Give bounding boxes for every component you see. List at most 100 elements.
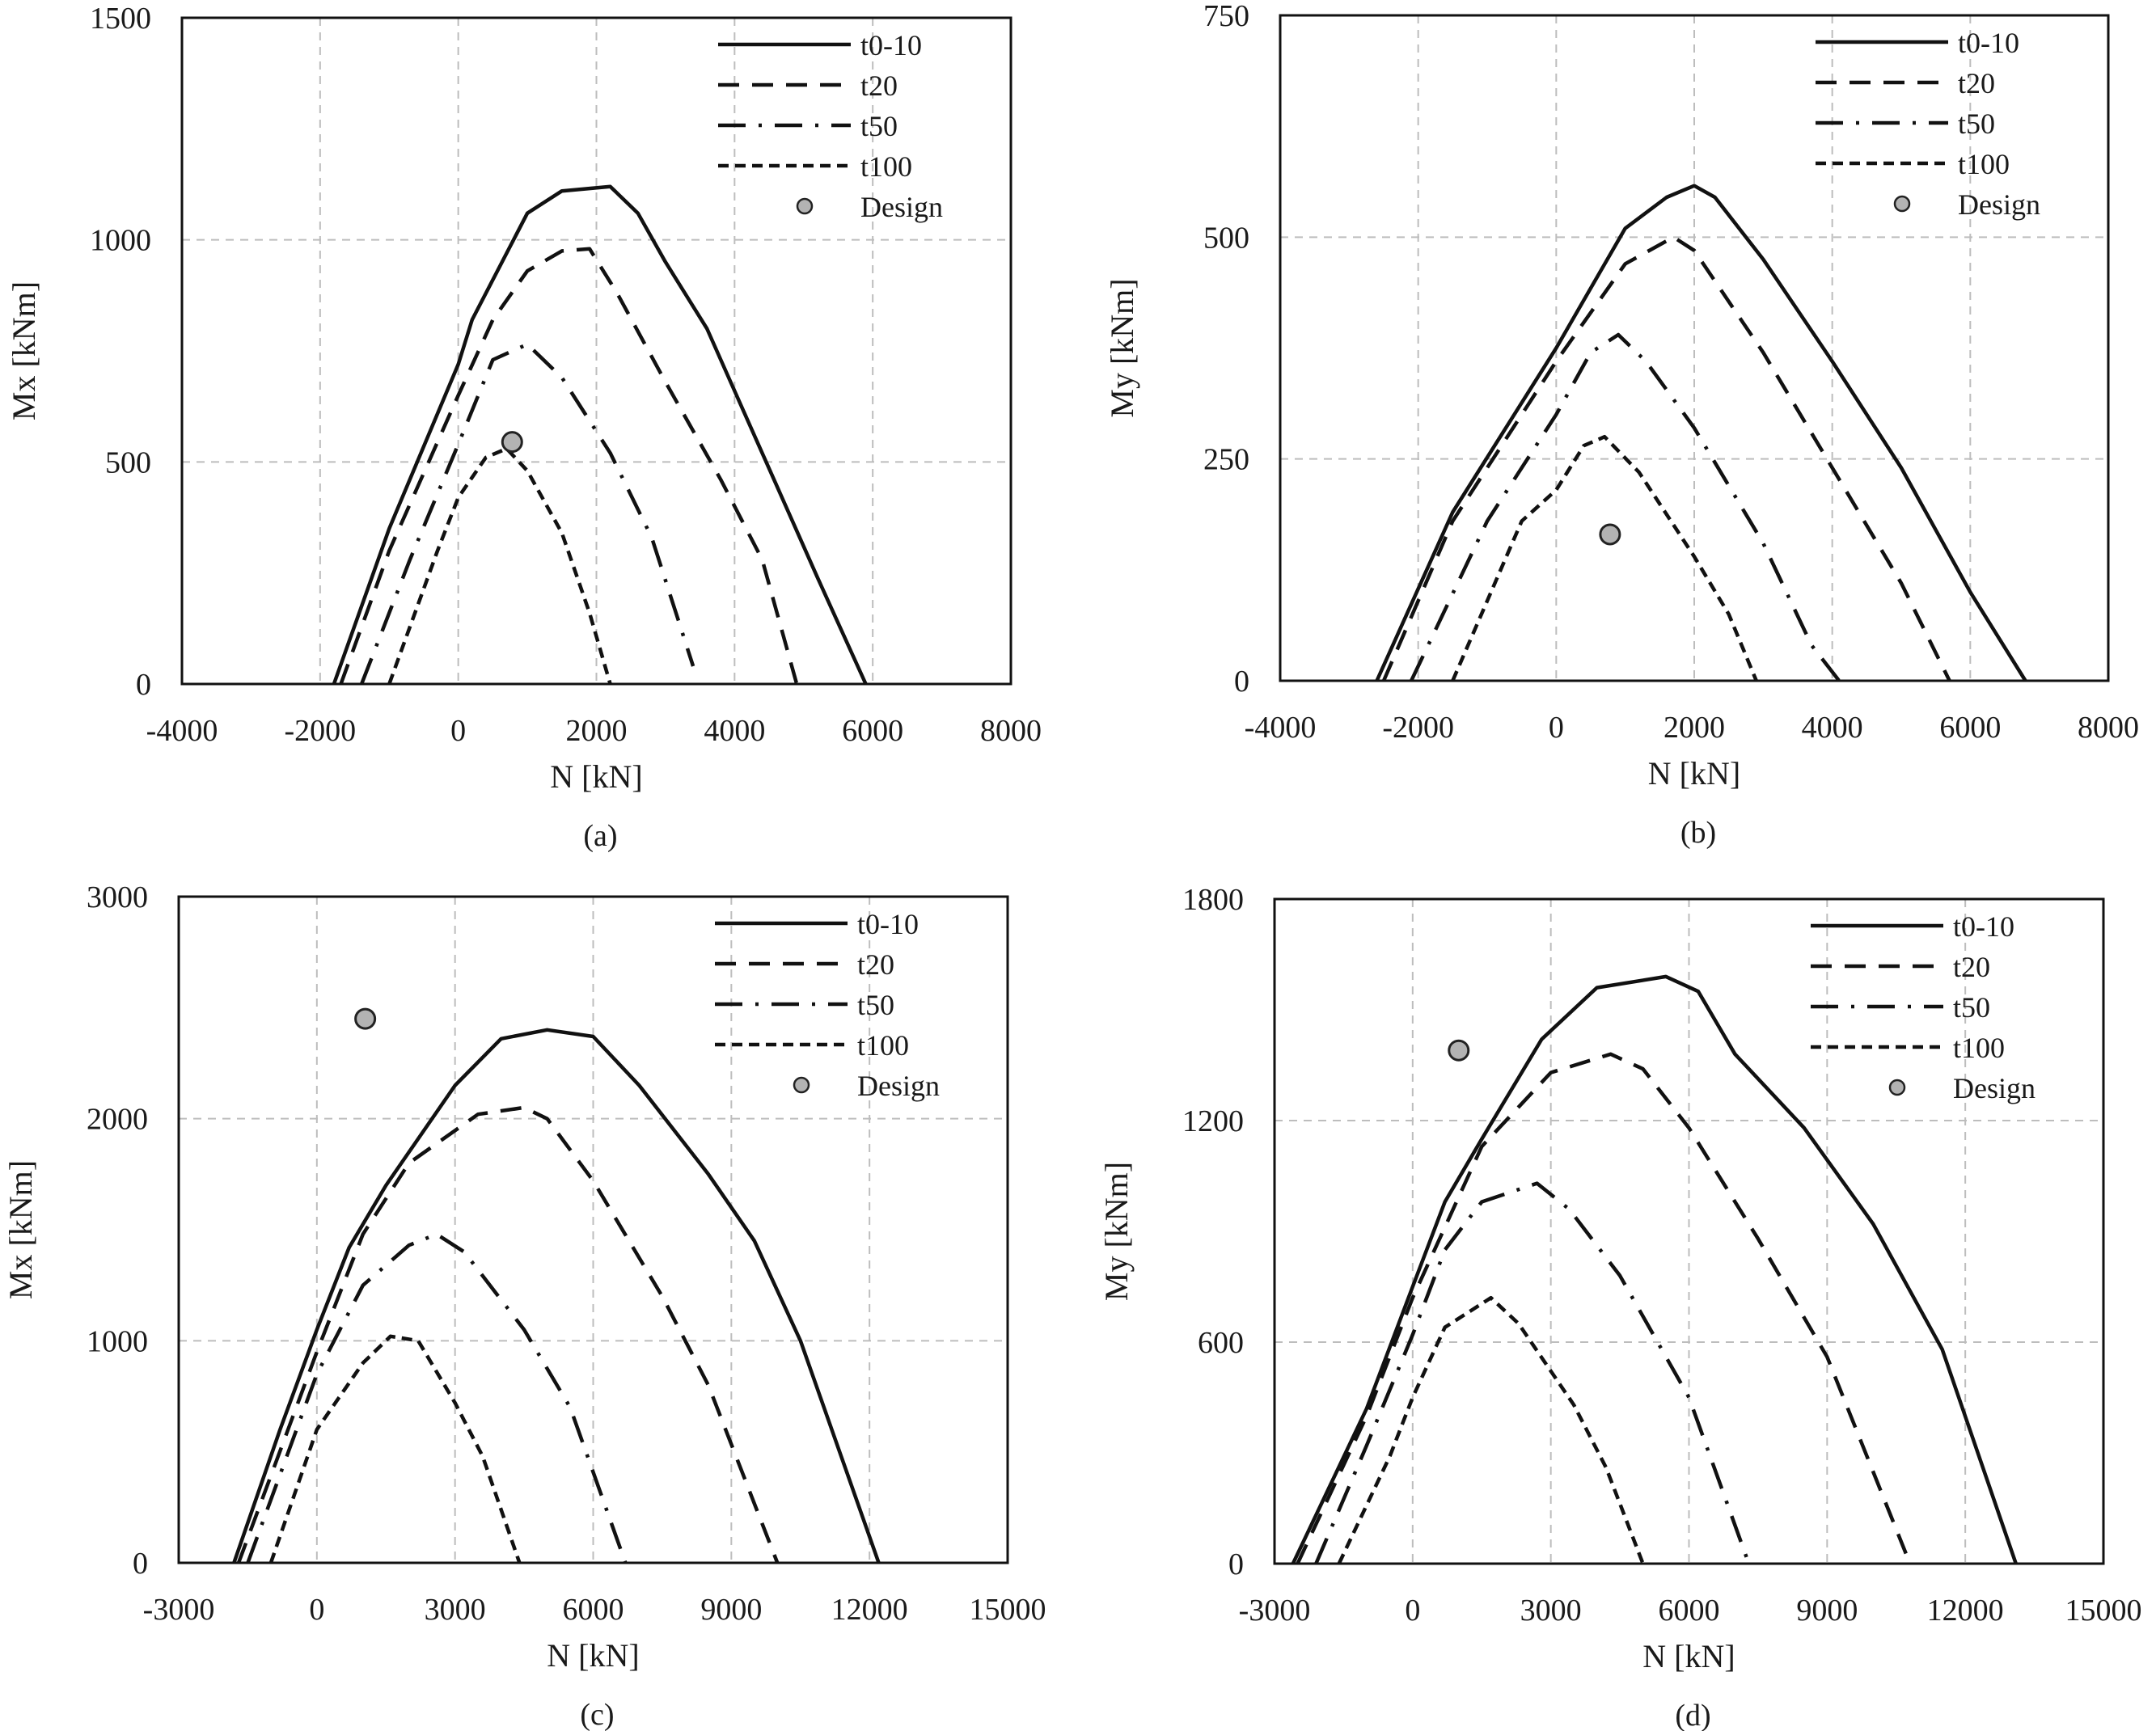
x-tick-label: 2000 [1664,711,1725,745]
x-tick-label: 0 [450,714,466,748]
series-line-t0-10 [1375,184,2027,682]
series-line-t100 [268,1334,522,1564]
plot-frame [180,16,1012,686]
series-group [332,184,868,685]
legend-label: Design [1958,188,2040,221]
y-tick-label: 1500 [90,2,151,36]
x-tick-label: 6000 [563,1593,624,1627]
x-tick-label: 2000 [566,714,628,748]
legend-label: t50 [860,110,898,142]
legend-label: t50 [857,989,894,1021]
x-tick-label: 0 [1405,1594,1420,1628]
legend: t0-10 t20 t50 t100 Design [1816,27,2040,221]
plot-frame [1273,897,2105,1565]
x-tick-label: 4000 [704,714,765,748]
y-tick-label: 0 [136,668,151,702]
x-tick-label: 6000 [1939,711,2001,745]
y-tick-label: 750 [1203,0,1249,33]
x-tick-label: 9000 [700,1593,762,1627]
series-line-t20 [1296,1052,1912,1564]
y-tick-label: 2000 [87,1103,148,1137]
series-line-t0-10 [1291,974,2018,1564]
panel-label: (d) [1675,1699,1710,1731]
legend-design-marker [1893,195,1911,213]
series-line-t0-10 [232,1028,881,1564]
legend-label: t0-10 [1958,27,2019,59]
legend-label: t50 [1953,991,1990,1024]
x-tick-label: -2000 [1382,711,1454,745]
design-point-marker [1448,1039,1470,1062]
y-tick-label: 1200 [1182,1104,1244,1138]
legend-design-marker [796,197,814,215]
x-tick-label: 6000 [842,714,903,748]
chart-panel-d: -3000 0 3000 6000 9000 12000 15000 0 600 1200 1800… [1098,883,2142,1731]
y-axis-title: My [kNm] [1098,1162,1135,1301]
plot-frame [177,895,1009,1564]
legend: t0-10 t20 t50 t100 Design [718,29,943,223]
series-line-t0-10 [332,184,868,685]
design-point-marker [354,1007,377,1030]
design-point-marker [1599,523,1621,546]
y-axis-title: My [kNm] [1104,278,1140,417]
x-tick-label: 9000 [1796,1594,1858,1628]
series-line-t50 [1410,332,1841,682]
series-line-t50 [246,1232,628,1564]
legend-label: t20 [857,948,894,981]
legend-label: t100 [1958,148,2010,180]
y-axis-title: Mx [kNm] [2,1160,39,1299]
series-line-t20 [339,247,799,685]
x-tick-label: 3000 [425,1593,486,1627]
y-axis-title: Mx [kNm] [6,281,42,420]
y-tick-label: 0 [1234,665,1249,699]
y-tick-label: 500 [1203,221,1249,255]
x-axis-title: N [kN] [547,1637,639,1674]
legend-label: t50 [1958,108,1995,140]
x-tick-label: -3000 [143,1593,215,1627]
x-tick-label: 0 [309,1593,324,1627]
legend-label: t20 [860,70,898,102]
y-tick-label: 250 [1203,443,1249,477]
series-line-t100 [387,446,612,685]
legend-label: t100 [1953,1032,2005,1064]
x-tick-label: 12000 [1927,1594,2004,1628]
x-axis-title: N [kN] [550,758,642,795]
series-group [232,1028,881,1564]
chart-panel-a: -4000 -2000 0 2000 4000 6000 8000 0 500 1000 1500 N… [6,2,1042,853]
design-point-marker [501,431,523,454]
legend-label: t100 [860,150,912,183]
y-tick-label: 500 [105,445,151,479]
series-line-t20 [236,1105,780,1564]
panel-label: (b) [1680,816,1716,850]
legend-label: t100 [857,1029,909,1062]
series-line-t100 [1337,1295,1645,1564]
x-tick-label: 8000 [980,714,1042,748]
legend-label: t20 [1958,67,1995,99]
x-tick-label: 4000 [1802,711,1863,745]
y-tick-label: 0 [1228,1547,1244,1581]
y-tick-label: 1000 [90,224,151,258]
y-tick-label: 3000 [87,880,148,914]
x-tick-label: 15000 [2065,1594,2142,1628]
legend-label: t0-10 [857,908,919,940]
y-tick-label: 1800 [1182,883,1244,917]
series-group [1291,974,2018,1564]
plot-frame [1279,14,2110,682]
legend-label: Design [860,191,943,223]
x-tick-label: 15000 [970,1593,1046,1627]
x-tick-label: -3000 [1239,1594,1311,1628]
y-tick-label: 0 [133,1547,148,1581]
panel-label: (c) [580,1698,614,1731]
panel-label: (a) [583,819,617,853]
legend-design-marker [1888,1079,1906,1096]
series-line-t50 [1314,1181,1751,1564]
legend-label: t0-10 [1953,910,2014,943]
legend-label: t0-10 [860,29,922,61]
y-tick-label: 600 [1198,1326,1244,1360]
x-axis-title: N [kN] [1648,755,1740,792]
y-tick-label: 1000 [87,1324,148,1358]
legend-label: Design [857,1070,940,1102]
series-line-t50 [360,342,695,685]
legend: t0-10 t20 t50 t100 Design [715,908,940,1102]
legend-design-marker [793,1076,810,1094]
